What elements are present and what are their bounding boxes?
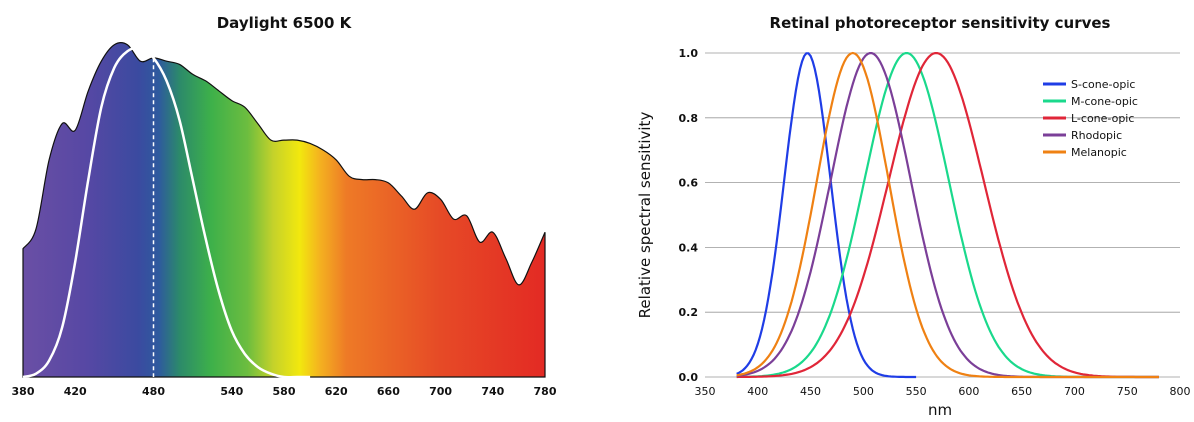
photoreceptor-x-ticks: 350 400 450 500 550 600 650 700 750 800 bbox=[695, 385, 1191, 398]
legend-label: L-cone-opic bbox=[1071, 112, 1134, 125]
photoreceptor-x-tick-label: 600 bbox=[958, 385, 979, 398]
daylight-x-tick-label: 660 bbox=[377, 385, 400, 398]
photoreceptor-x-tick-label: 350 bbox=[695, 385, 716, 398]
daylight-x-tick-label: 540 bbox=[220, 385, 243, 398]
daylight-spectrum-area bbox=[22, 42, 546, 378]
photoreceptor-curve bbox=[736, 52, 917, 379]
photoreceptor-y-tick-label: 0.4 bbox=[679, 241, 699, 254]
daylight-x-tick-label: 620 bbox=[325, 385, 348, 398]
photoreceptor-y-tick-label: 1.0 bbox=[679, 47, 699, 60]
daylight-x-tick-label: 740 bbox=[481, 385, 504, 398]
photoreceptor-chart: Retinal photoreceptor sensitivity curves… bbox=[636, 14, 1191, 419]
legend-label: Melanopic bbox=[1071, 146, 1127, 159]
daylight-sensitivity-curve bbox=[22, 46, 311, 379]
photoreceptor-x-tick-label: 400 bbox=[747, 385, 768, 398]
daylight-x-tick-label: 700 bbox=[429, 385, 452, 398]
photoreceptor-y-tick-label: 0.6 bbox=[679, 177, 699, 190]
legend-label: S-cone-opic bbox=[1071, 78, 1135, 91]
photoreceptor-x-tick-label: 700 bbox=[1064, 385, 1085, 398]
daylight-x-tick-label: 380 bbox=[12, 385, 35, 398]
daylight-x-tick-label: 580 bbox=[273, 385, 296, 398]
legend-label: Rhodopic bbox=[1071, 129, 1122, 142]
photoreceptor-x-tick-label: 550 bbox=[906, 385, 927, 398]
photoreceptor-legend: S-cone-opic M-cone-opic L-cone-opic Rhodopi… bbox=[1043, 78, 1138, 159]
photoreceptor-x-tick-label: 800 bbox=[1170, 385, 1191, 398]
photoreceptor-x-tick-label: 450 bbox=[800, 385, 821, 398]
legend-label: M-cone-opic bbox=[1071, 95, 1138, 108]
photoreceptor-curve bbox=[736, 51, 1159, 379]
photoreceptor-y-tick-label: 0.2 bbox=[679, 306, 699, 319]
daylight-x-tick-label: 780 bbox=[534, 385, 557, 398]
photoreceptor-x-tick-label: 500 bbox=[853, 385, 874, 398]
photoreceptor-curves bbox=[736, 51, 1159, 379]
daylight-x-tick-label: 420 bbox=[64, 385, 87, 398]
photoreceptor-curve bbox=[736, 52, 1159, 379]
daylight-chart-title: Daylight 6500 K bbox=[217, 14, 353, 32]
photoreceptor-y-tick-label: 0.0 bbox=[679, 371, 699, 384]
daylight-x-ticks: 380 420 480 540 580 620 660 700 740 780 bbox=[12, 385, 557, 398]
photoreceptor-chart-title: Retinal photoreceptor sensitivity curves bbox=[770, 14, 1111, 32]
photoreceptor-y-axis-label: Relative spectral sensitivity bbox=[636, 112, 654, 319]
photoreceptor-x-axis-label: nm bbox=[928, 401, 952, 418]
daylight-x-tick-label: 480 bbox=[142, 385, 165, 398]
daylight-chart: Daylight 6500 K 380 420 480 540 580 620 660 700… bbox=[12, 14, 557, 398]
photoreceptor-y-tick-label: 0.8 bbox=[679, 112, 699, 125]
photoreceptor-x-tick-label: 750 bbox=[1117, 385, 1138, 398]
photoreceptor-y-ticks: 0.0 0.2 0.4 0.6 0.8 1.0 bbox=[679, 47, 699, 384]
photoreceptor-x-tick-label: 650 bbox=[1011, 385, 1032, 398]
